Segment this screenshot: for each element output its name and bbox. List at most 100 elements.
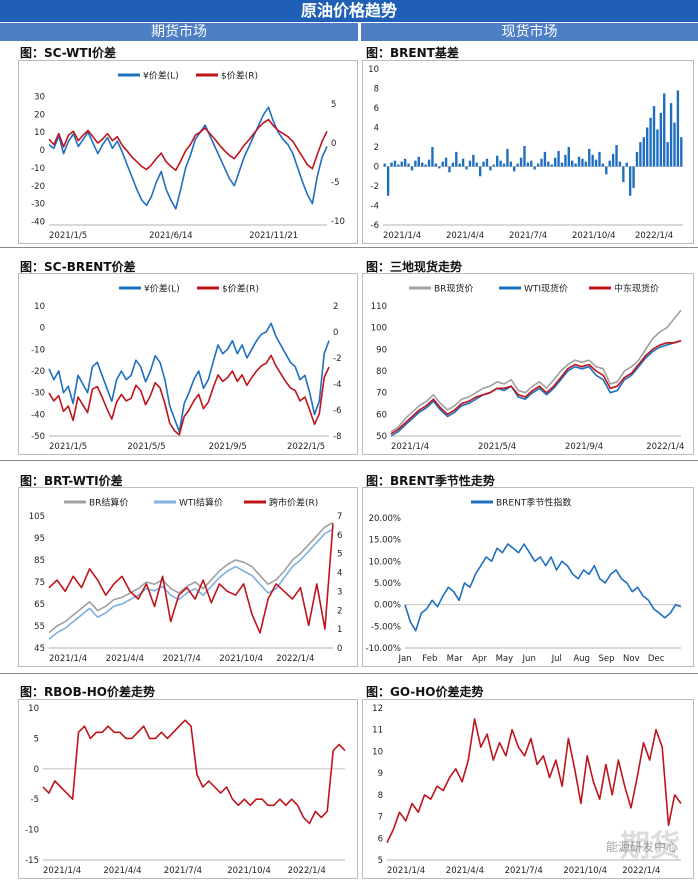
row-separator (0, 460, 698, 461)
y-tick-label: 11 (372, 726, 383, 736)
y-tick-label: -10 (31, 164, 45, 174)
y-tick-label: -20 (31, 182, 45, 192)
bar (455, 151, 458, 167)
bar (465, 166, 468, 170)
legend-label: WTI现货价 (524, 283, 568, 295)
y-tick-label: 5 (378, 856, 383, 866)
y-right-tick-label: 0 (337, 644, 342, 654)
y-tick-label: 8 (374, 85, 379, 95)
bar (468, 160, 472, 167)
legend-label: $价差(R) (221, 70, 258, 82)
series-line (390, 309, 682, 433)
chart-go-ho: 12 11 10 9 8 7 6 5 2021/1/4 2021/4/4 2021/7/4 2021/… (362, 699, 694, 879)
series-line (390, 339, 682, 435)
y-tick-label: 20 (34, 110, 45, 120)
bar (414, 160, 417, 167)
bar (618, 161, 622, 167)
x-tick-label: Sep (598, 654, 614, 664)
bar (516, 163, 519, 167)
bar (628, 166, 632, 196)
bar (601, 163, 605, 167)
y-right-tick-label: -2 (333, 354, 341, 364)
legend-label: WTI结算价 (179, 497, 223, 509)
bar (543, 151, 547, 167)
bar (438, 166, 441, 169)
x-tick-label: 2021/4/4 (446, 866, 484, 876)
y-right-tick-label: 6 (337, 531, 342, 541)
page-title: 原油价格趋势 (0, 0, 698, 22)
x-tick-label: 2021/7/4 (505, 866, 543, 876)
legend-label: ¥价差(L) (144, 283, 180, 295)
bar (581, 158, 584, 167)
legend-label: 中东现货价 (614, 283, 659, 295)
y-tick-label: -10 (31, 345, 45, 355)
chart-svg: 30 20 10 0 -10 -20 -30 -40 5 0 -5 -10 2021/1/5 2021/6… (31, 70, 345, 242)
bar (499, 160, 502, 167)
bar (608, 160, 611, 167)
x-tick-label: 2022/1/4 (646, 442, 684, 452)
bar (502, 163, 506, 167)
x-tick-label: Mar (447, 654, 464, 664)
bar (513, 166, 516, 172)
chart-svg: 10 5 0 -5 -10 -15 2021/1/4 2021/4/4 2021/7/4 2021… (25, 704, 346, 876)
bar (485, 158, 489, 167)
x-tick-label: 2021/7/4 (509, 231, 547, 241)
bar (550, 164, 553, 167)
bar (656, 129, 659, 167)
y-tick-label: 7 (378, 813, 383, 823)
bar (669, 103, 673, 167)
x-tick-label: 2021/1/4 (387, 866, 425, 876)
bar (496, 155, 499, 167)
bar (397, 164, 400, 167)
chart-sc-brent: 10 0 -10 -20 -30 -40 -50 2 0 -2 -4 -6 -8 2021/1/5 2021… (18, 273, 358, 455)
bar (540, 158, 543, 167)
y-tick-label: 10.00% (369, 557, 401, 567)
y-tick-label: 55 (34, 622, 45, 632)
y-tick-label: 30 (34, 93, 45, 103)
panel-title-brent-season: 图：BRENT季节性走势 (366, 474, 495, 488)
y-tick-label: -5.00% (371, 622, 401, 632)
y-right-tick-label: -6 (333, 406, 341, 416)
series-line (48, 354, 330, 436)
watermark-text: 能源研发中心 (605, 840, 678, 854)
series-line (48, 118, 328, 172)
bar (680, 137, 683, 167)
y-tick-label: 75 (34, 578, 45, 588)
bar (390, 162, 393, 167)
y-tick-label: 80 (376, 367, 387, 377)
legend-label: BR现货价 (434, 283, 473, 295)
bar (676, 90, 680, 167)
bar (625, 162, 628, 167)
chart-svg: 110 100 90 80 70 60 50 2021/1/4 2021/5/4 2021/9/4… (371, 283, 685, 453)
y-tick-label: 4 (374, 124, 379, 134)
legend-label: ¥价差(L) (143, 70, 179, 82)
x-tick-label: 2021/1/5 (49, 231, 87, 241)
bar (441, 161, 444, 167)
y-tick-label: -40 (31, 410, 45, 420)
x-tick-label: 2021/4/4 (103, 866, 141, 876)
bar (427, 159, 431, 167)
panel-title-rbob-ho: 图：RBOB-HO价差走势 (20, 685, 155, 699)
bar (659, 112, 663, 167)
series-line (48, 521, 334, 634)
bar (632, 166, 635, 188)
legend-label: BR结算价 (89, 497, 128, 509)
bar (639, 142, 642, 167)
y-tick-label: 95 (34, 534, 45, 544)
chart-rbob-ho: 10 5 0 -5 -10 -15 2021/1/4 2021/4/4 2021/7/4 2021… (18, 699, 358, 879)
y-tick-label: 10 (28, 704, 39, 714)
bar (478, 166, 482, 177)
y-right-tick-label: 5 (337, 550, 342, 560)
chart-brent-basis: 10 8 6 4 2 0 -2 -4 -6 2021/1/4 2021/4/4 2021/7/4 202… (362, 60, 694, 244)
bar (611, 153, 615, 167)
x-tick-label: 2021/10/4 (227, 866, 271, 876)
y-tick-label: 0 (374, 163, 379, 173)
chart-svg: 12 11 10 9 8 7 6 5 2021/1/4 2021/4/4 2021/7/4 2021/… (372, 704, 682, 876)
y-tick-label: 90 (376, 345, 387, 355)
bar (403, 158, 407, 167)
bar (386, 166, 390, 196)
x-tick-label: 2021/9/5 (209, 442, 247, 452)
x-tick-label: 2021/10/4 (572, 231, 616, 241)
y-tick-label: 5.00% (374, 579, 401, 589)
